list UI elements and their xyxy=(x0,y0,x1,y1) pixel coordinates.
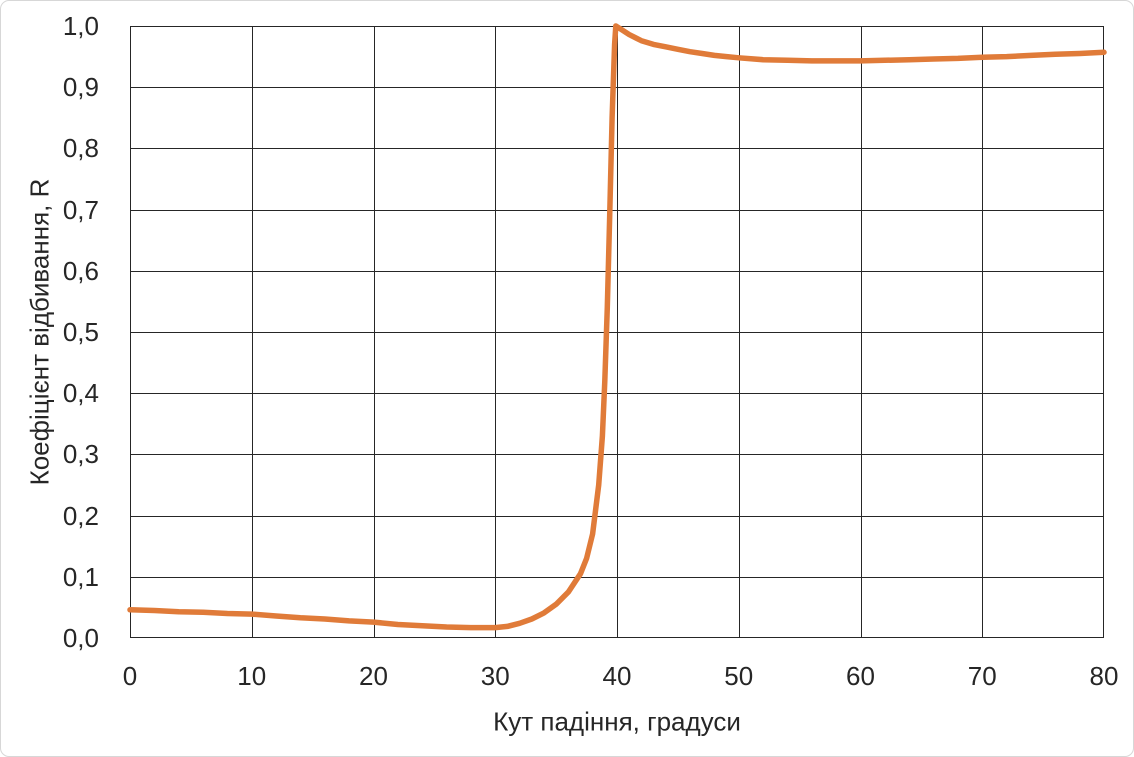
reflectance-curve xyxy=(127,23,1107,631)
y-tick-label: 0,2 xyxy=(62,500,99,531)
y-tick-label: 0,4 xyxy=(62,378,99,409)
x-tick-label: 60 xyxy=(846,661,875,691)
x-axis-title: Кут падіння, градуси xyxy=(493,706,741,737)
y-tick-label: 0,1 xyxy=(62,561,99,592)
y-tick-label: 0,5 xyxy=(62,317,99,347)
y-tick-label: 0,7 xyxy=(62,194,99,225)
x-tick-label: 50 xyxy=(724,661,754,691)
y-tick-label: 1,0 xyxy=(62,11,99,41)
y-tick-label: 0,6 xyxy=(62,255,99,286)
x-tick-label: 30 xyxy=(480,661,510,691)
x-tick-label: 40 xyxy=(602,661,632,691)
x-tick-label: 20 xyxy=(359,661,388,691)
x-tick-label: 80 xyxy=(1089,661,1119,691)
y-tick-label: 0,0 xyxy=(62,623,99,653)
y-axis-title: Коефіцієнт відбивання, R xyxy=(24,178,55,486)
y-tick-label: 0,9 xyxy=(62,72,99,103)
x-tick-label: 10 xyxy=(237,661,267,691)
x-tick-label: 0 xyxy=(122,661,138,691)
y-tick-label: 0,3 xyxy=(62,439,99,470)
x-tick-label: 70 xyxy=(967,661,997,691)
y-tick-label: 0,8 xyxy=(62,133,99,164)
